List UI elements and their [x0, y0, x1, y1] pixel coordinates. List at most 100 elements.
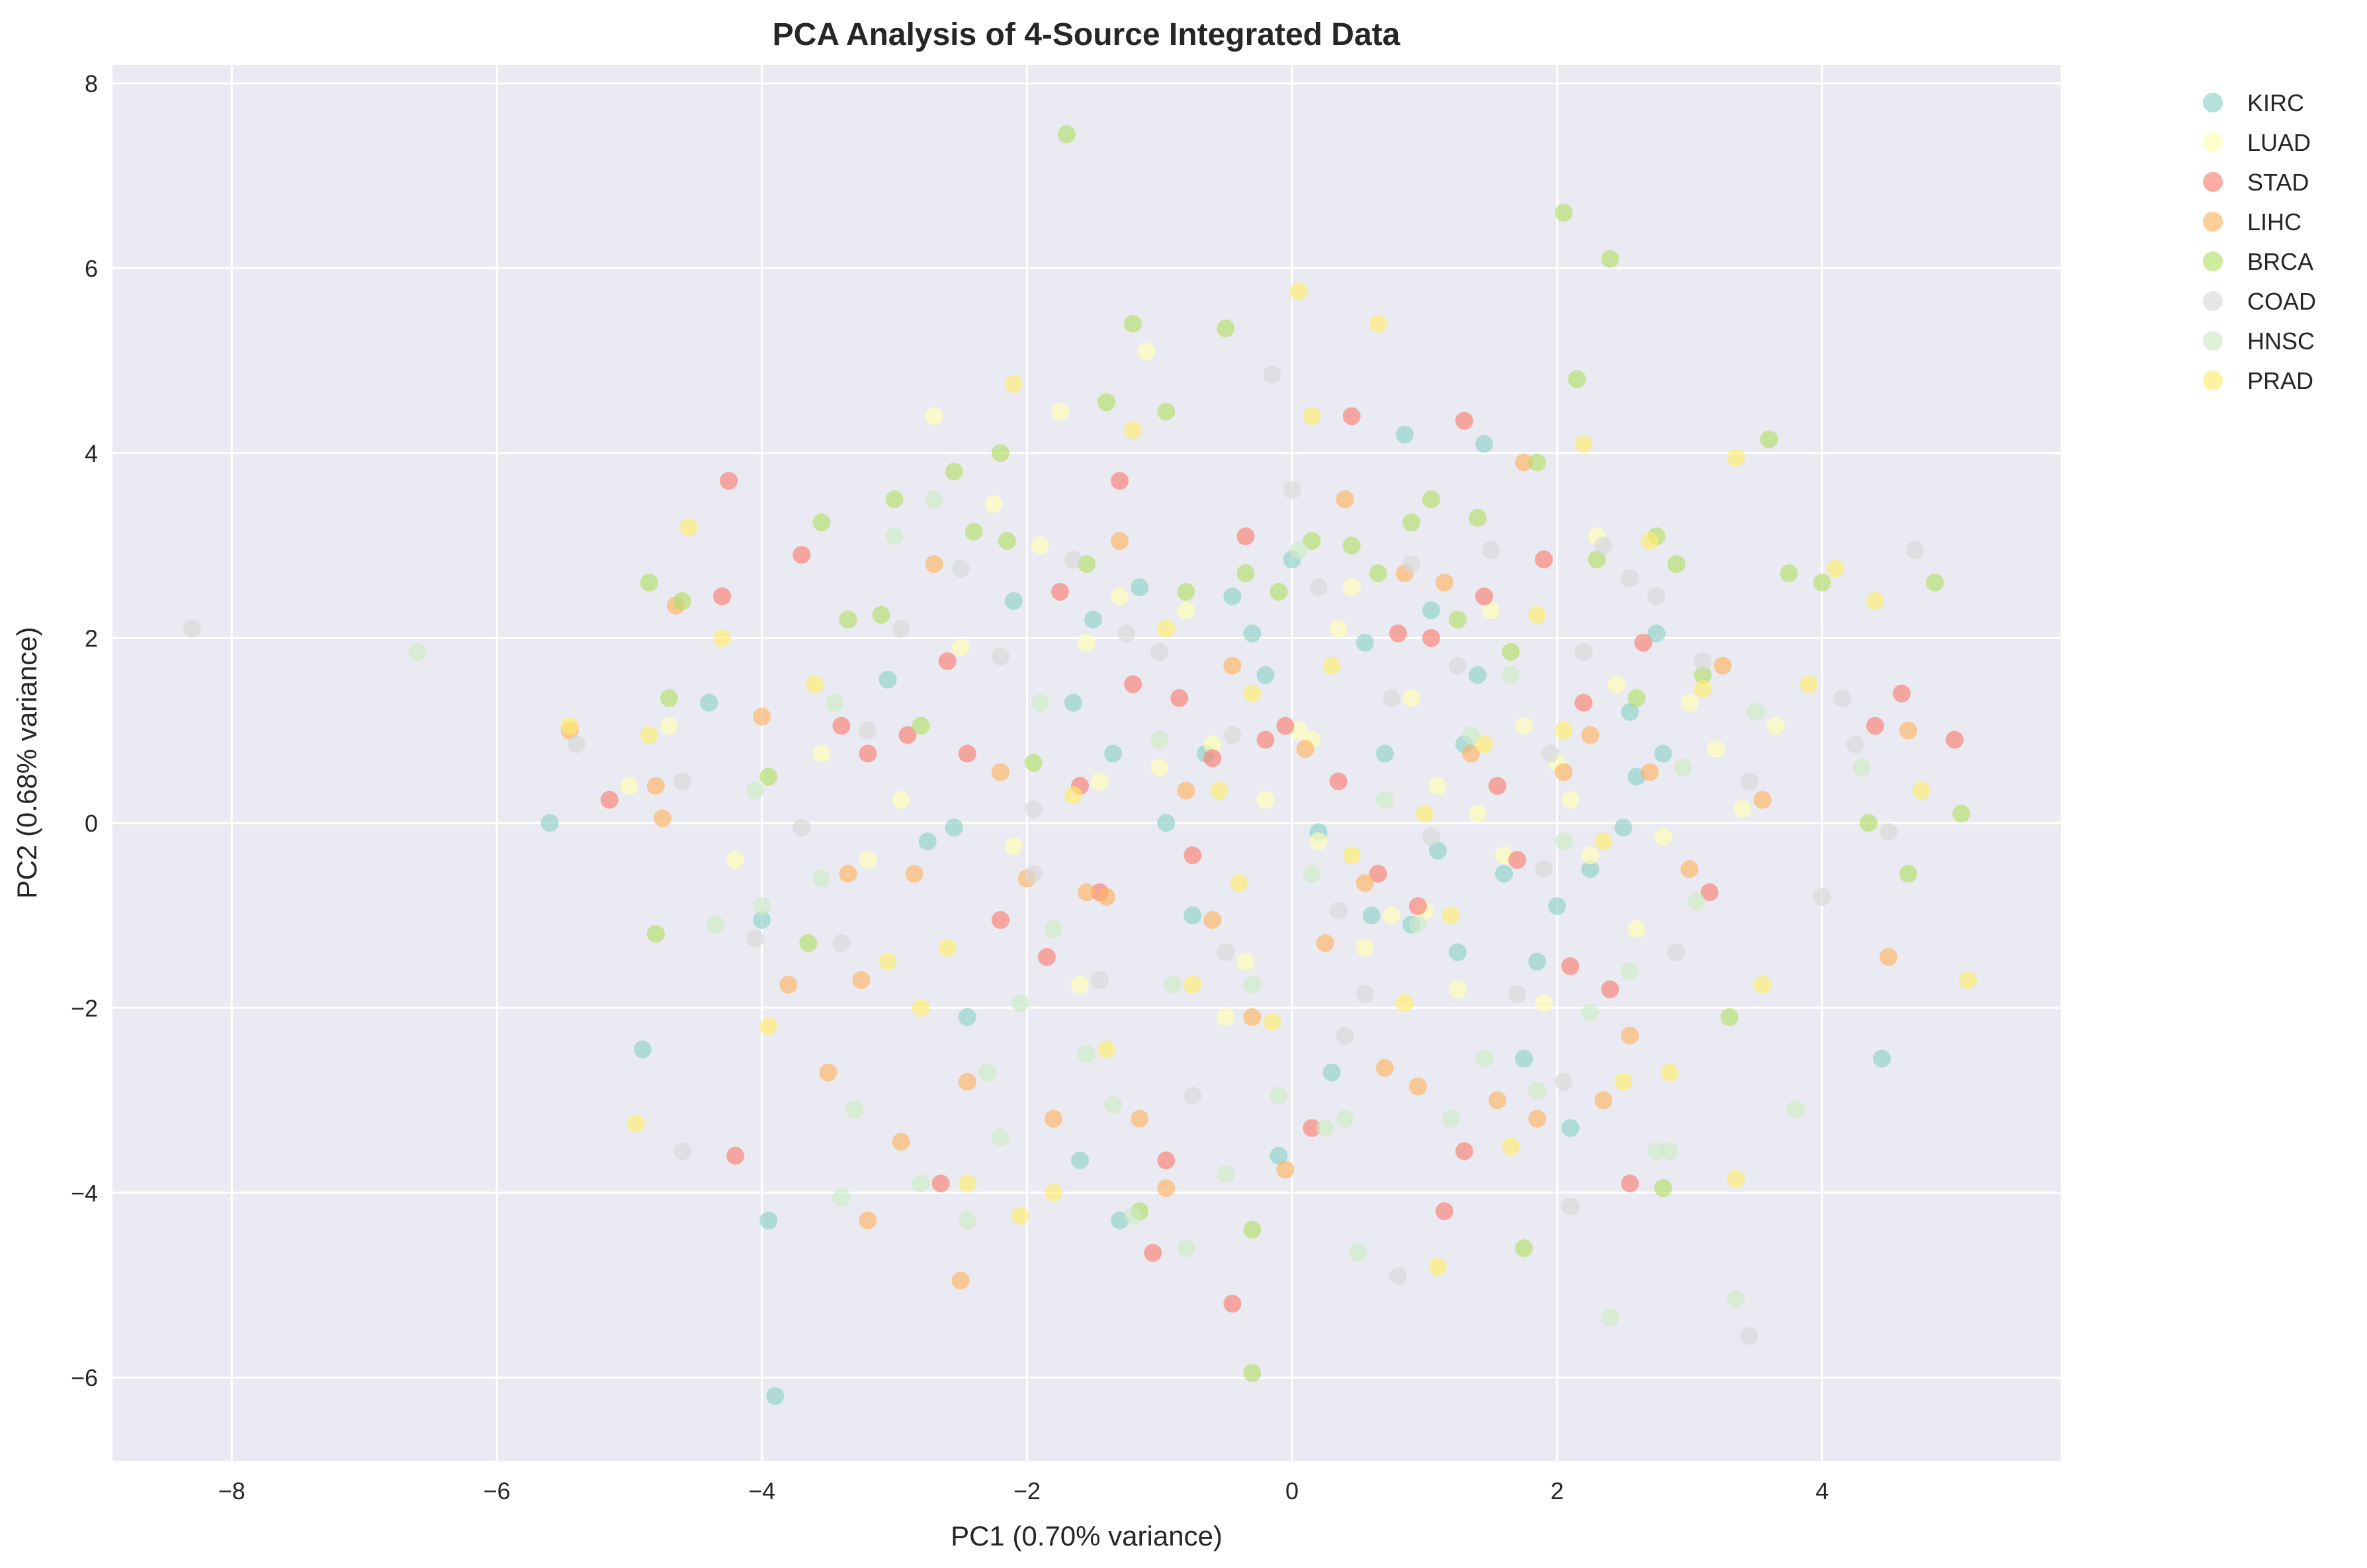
- data-point: [1329, 772, 1348, 791]
- data-point: [713, 629, 732, 647]
- data-point: [1177, 1239, 1195, 1258]
- data-point: [1037, 947, 1056, 966]
- data-point: [1502, 666, 1520, 684]
- data-point: [1402, 513, 1420, 532]
- data-point: [1024, 865, 1043, 883]
- data-point: [859, 744, 877, 763]
- y-tick-label: −4: [71, 1180, 98, 1207]
- x-tick-label: 0: [1285, 1477, 1299, 1504]
- data-point: [1303, 407, 1321, 425]
- data-point: [1243, 1364, 1262, 1382]
- data-point: [653, 809, 671, 828]
- data-point: [892, 791, 910, 809]
- data-point: [673, 591, 691, 610]
- data-point: [1601, 980, 1619, 998]
- data-point: [1469, 509, 1487, 527]
- data-point: [1502, 642, 1520, 661]
- data-point: [1435, 1202, 1453, 1221]
- data-point: [839, 865, 857, 883]
- data-point: [1959, 971, 1977, 989]
- data-point: [958, 1211, 976, 1230]
- data-point: [1051, 582, 1069, 601]
- data-point: [892, 619, 910, 638]
- data-point: [1177, 781, 1195, 800]
- y-tick-label: 6: [85, 255, 98, 282]
- data-point: [1435, 574, 1453, 592]
- data-point: [1647, 1142, 1666, 1160]
- data-point: [912, 1174, 930, 1193]
- data-point: [1482, 601, 1500, 619]
- data-point: [1594, 537, 1613, 555]
- data-point: [720, 472, 738, 490]
- data-point: [1329, 902, 1348, 920]
- data-point: [1627, 689, 1646, 707]
- data-point: [1475, 735, 1494, 754]
- data-point: [1256, 730, 1275, 749]
- data-point: [1296, 740, 1314, 758]
- data-point: [991, 647, 1010, 666]
- legend-marker: [2203, 172, 2223, 192]
- data-point: [1555, 1072, 1573, 1091]
- data-point: [1461, 744, 1480, 763]
- data-point: [1203, 749, 1222, 767]
- data-point: [1647, 587, 1666, 605]
- data-point: [1064, 786, 1082, 805]
- data-point: [1044, 1184, 1062, 1202]
- data-point: [1236, 527, 1255, 546]
- data-point: [1389, 624, 1407, 642]
- data-point: [1428, 842, 1447, 860]
- data-point: [1097, 888, 1116, 906]
- data-point: [1488, 777, 1507, 795]
- data-point: [1913, 781, 1931, 800]
- data-point: [1561, 957, 1580, 975]
- data-point: [1124, 1207, 1142, 1225]
- data-point: [1031, 537, 1049, 555]
- data-point: [1786, 1100, 1805, 1119]
- data-point: [1203, 911, 1222, 930]
- data-point: [1243, 624, 1262, 642]
- data-point: [1548, 897, 1567, 916]
- data-point: [1031, 693, 1049, 712]
- data-point: [1846, 735, 1864, 754]
- data-point: [799, 934, 818, 952]
- data-point: [1044, 1110, 1062, 1128]
- data-point: [1203, 735, 1222, 754]
- data-point: [560, 717, 579, 735]
- data-point: [1078, 883, 1096, 902]
- legend-item-brca: BRCA: [2203, 248, 2313, 275]
- data-point: [1448, 980, 1467, 998]
- legend-item-luad: LUAD: [2203, 129, 2311, 156]
- data-point: [1004, 837, 1023, 855]
- data-point: [1124, 675, 1142, 693]
- series-kirc: [540, 425, 1891, 1405]
- data-point: [1316, 934, 1334, 952]
- data-point: [1329, 619, 1348, 638]
- data-point: [1217, 1165, 1235, 1184]
- data-point: [1614, 1072, 1633, 1091]
- data-point: [1654, 828, 1672, 846]
- data-point: [1442, 1110, 1460, 1128]
- x-tick-label: 2: [1551, 1477, 1564, 1504]
- data-point: [1064, 550, 1082, 569]
- data-point: [1303, 532, 1321, 550]
- data-point: [806, 675, 824, 693]
- data-point: [1316, 1119, 1334, 1137]
- data-point: [1270, 1086, 1288, 1105]
- data-point: [852, 971, 871, 989]
- data-point: [859, 851, 877, 869]
- data-point: [1707, 740, 1725, 758]
- data-point: [1177, 601, 1195, 619]
- data-point: [1217, 1008, 1235, 1026]
- data-point: [1568, 370, 1586, 388]
- data-point: [1727, 1170, 1745, 1188]
- data-point: [1535, 860, 1553, 879]
- data-point: [1004, 374, 1023, 393]
- data-point: [951, 1272, 970, 1290]
- data-point: [1746, 703, 1765, 721]
- data-point: [1137, 342, 1156, 361]
- data-point: [1223, 656, 1242, 675]
- data-point: [1389, 1267, 1407, 1285]
- data-point: [1057, 125, 1076, 144]
- data-point: [408, 642, 427, 661]
- data-point: [183, 619, 201, 638]
